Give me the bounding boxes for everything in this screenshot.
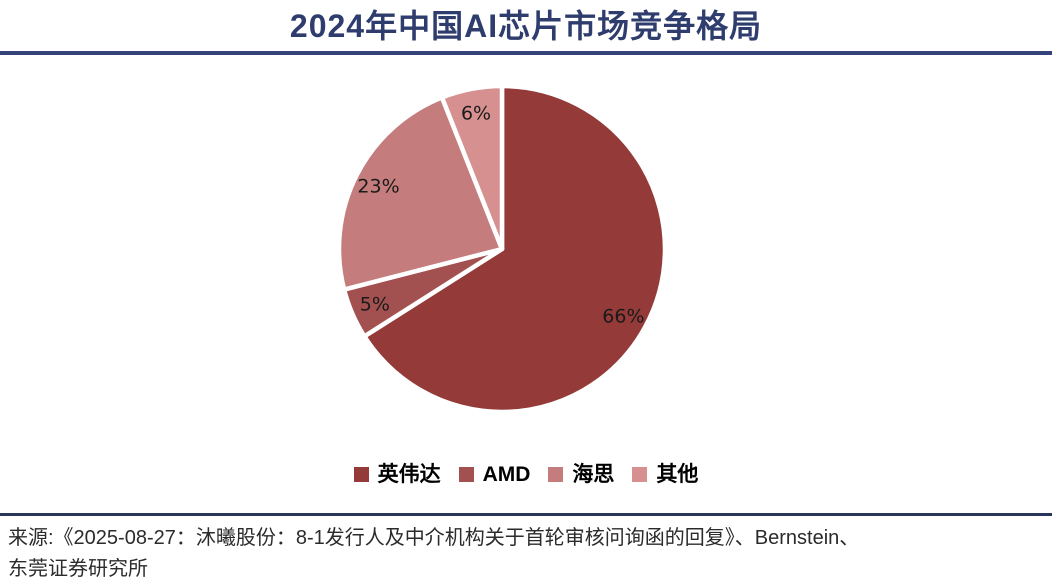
- legend-label: 海思: [572, 463, 615, 486]
- chart-legend: 英伟达 AMD 海思 其他: [0, 464, 1052, 485]
- pie-chart: 66% 5% 23% 6%: [336, 83, 668, 415]
- legend-swatch: [632, 467, 648, 482]
- pie-slice-label: 5%: [360, 294, 390, 316]
- source-line: 来源:《2025-08-27：沐曦股份：8-1发行人及中介机构关于首轮审核问询函…: [8, 527, 860, 549]
- legend-label: 其他: [656, 463, 699, 486]
- legend-item-amd: AMD: [458, 463, 531, 486]
- legend-label: 英伟达: [377, 463, 441, 486]
- legend-swatch: [353, 467, 369, 482]
- source-note: 来源:《2025-08-27：沐曦股份：8-1发行人及中介机构关于首轮审核问询函…: [8, 523, 1044, 585]
- legend-swatch: [458, 467, 474, 482]
- pie-slice-其他: [439, 83, 505, 252]
- pie-slice-label: 6%: [461, 103, 491, 125]
- legend-item-hisilicon: 海思: [548, 464, 614, 485]
- footer-divider: [0, 513, 1052, 516]
- pie-slice-label: 23%: [357, 176, 399, 198]
- legend-swatch: [548, 467, 564, 482]
- pie-slice-英伟达: [362, 83, 668, 415]
- page-title: 2024年中国AI芯片市场竞争格局: [289, 8, 763, 44]
- legend-item-nvidia: 英伟达: [353, 463, 441, 486]
- title-divider: [0, 51, 1052, 55]
- legend-label: AMD: [482, 463, 531, 486]
- pie-slice-label: 66%: [602, 305, 644, 327]
- legend-item-others: 其他: [632, 464, 698, 485]
- pie-slice-海思: [336, 95, 505, 292]
- source-line: 东莞证券研究所: [8, 558, 148, 580]
- pie-chart-area: 66% 5% 23% 6%: [0, 58, 1052, 478]
